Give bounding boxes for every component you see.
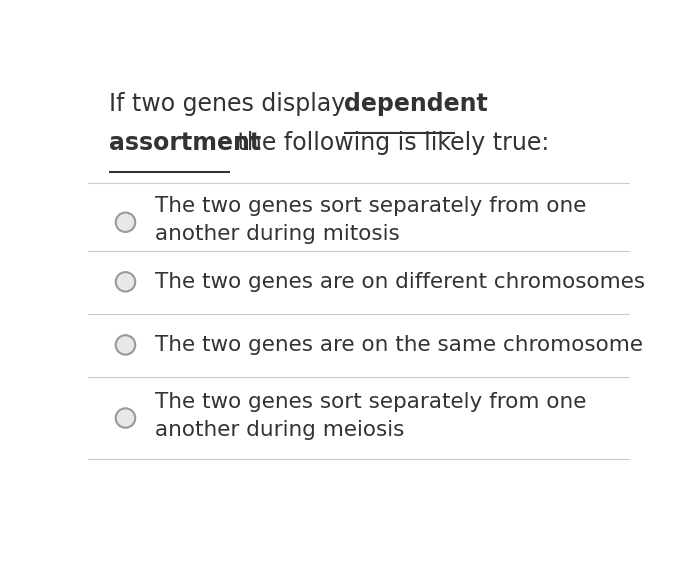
- Ellipse shape: [116, 212, 135, 232]
- Ellipse shape: [116, 408, 135, 428]
- Text: If two genes display: If two genes display: [109, 92, 353, 116]
- Text: another during meiosis: another during meiosis: [155, 420, 405, 440]
- Text: assortment: assortment: [109, 131, 261, 155]
- Text: The two genes sort separately from one: The two genes sort separately from one: [155, 196, 587, 216]
- Ellipse shape: [116, 272, 135, 292]
- Ellipse shape: [116, 335, 135, 355]
- Text: The two genes are on different chromosomes: The two genes are on different chromosom…: [155, 272, 645, 292]
- Text: The two genes sort separately from one: The two genes sort separately from one: [155, 392, 587, 412]
- Text: dependent: dependent: [344, 92, 488, 116]
- Text: the following is likely true:: the following is likely true:: [230, 131, 549, 155]
- Text: another during mitosis: another during mitosis: [155, 224, 400, 244]
- Text: The two genes are on the same chromosome: The two genes are on the same chromosome: [155, 335, 643, 355]
